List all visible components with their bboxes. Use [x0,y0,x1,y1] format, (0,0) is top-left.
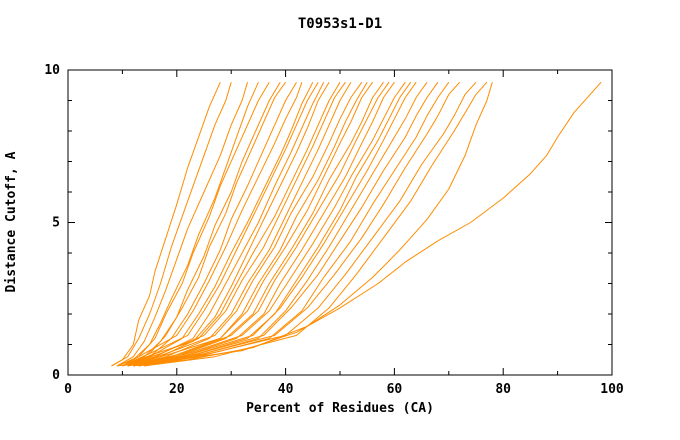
model-curve [122,81,330,367]
model-curve [138,81,439,367]
x-tick-label: 20 [169,382,185,397]
model-curve [122,81,341,367]
model-curve [116,82,248,367]
model-curve [122,81,287,367]
model-curve [138,81,461,367]
model-curve [127,81,384,367]
model-curve [133,81,395,367]
model-curve [144,81,488,367]
y-tick-label: 5 [52,216,60,231]
model-curves-group [111,81,602,367]
x-tick-label: 0 [64,382,72,397]
model-curve [127,81,352,367]
model-curve [127,81,363,367]
model-curve [138,81,417,367]
model-curve [122,81,325,367]
model-curve [127,81,390,367]
model-curve [116,81,602,367]
model-curve [122,81,314,367]
model-curve [133,82,493,367]
model-curve [116,81,270,367]
x-axis-label: Percent of Residues (CA) [246,401,434,416]
x-tick-label: 40 [278,382,294,397]
x-tick-label: 100 [600,382,624,397]
axes-group: 0 20 40 60 80 100 0 5 10 [44,63,624,397]
model-curve [127,81,374,367]
model-curve [138,81,450,367]
model-curve [138,81,428,367]
model-curve [122,81,281,367]
chart-title: T0953s1-D1 [298,16,382,32]
model-curve [111,81,221,367]
x-tick-label: 80 [495,382,511,397]
model-curve [122,81,346,367]
y-tick-label: 0 [52,368,60,383]
model-curve [144,81,477,367]
y-axis-label: Distance Cutoff, A [4,151,19,292]
model-curve [133,81,412,367]
x-tick-label: 60 [387,382,403,397]
model-curve [122,81,297,367]
y-tick-label: 10 [44,63,60,78]
model-curve [122,82,303,367]
model-curve [133,81,406,367]
model-curve [122,81,319,367]
model-curve [111,82,232,367]
